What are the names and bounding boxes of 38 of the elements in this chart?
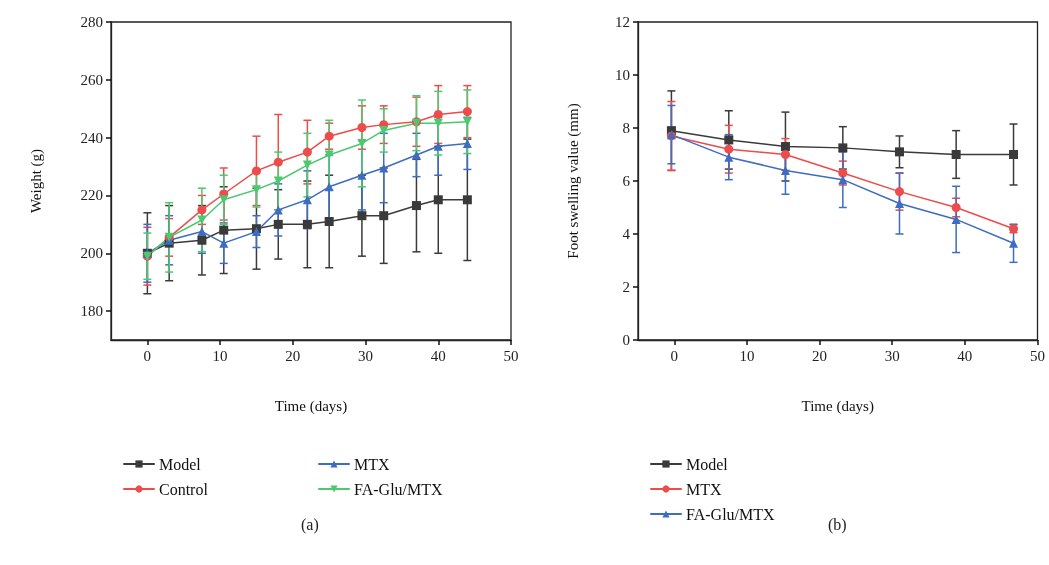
y-tick-label: 2 [622, 279, 630, 295]
y-tick-label: 200 [80, 245, 103, 262]
legend-label: MTX [686, 480, 722, 498]
x-tick-label: 40 [430, 347, 446, 364]
y-tick-label: 8 [622, 120, 630, 136]
y-tick-label: 10 [615, 67, 630, 83]
x-axis-title: Time (days) [801, 397, 874, 415]
y-tick-label: 260 [80, 71, 103, 88]
legend-label: Model [686, 455, 729, 473]
y-tick-label: 0 [622, 332, 630, 348]
y-axis-title: Foot swelling value (mm) [564, 103, 582, 259]
x-tick-label: 30 [358, 347, 374, 364]
y-tick-label: 240 [80, 129, 103, 146]
y-tick-label: 220 [80, 187, 103, 204]
y-tick-label: 4 [622, 226, 631, 242]
x-axis-title: Time (days) [274, 397, 348, 415]
x-tick-label: 10 [212, 347, 228, 364]
x-tick-label: 0 [143, 347, 152, 364]
x-tick-label: 30 [884, 347, 900, 364]
x-tick-label: 50 [503, 347, 519, 364]
legend-label: FA-Glu/MTX [686, 505, 776, 523]
y-tick-label: 6 [622, 173, 631, 189]
legend-label: MTX [354, 455, 390, 473]
legend-label: FA-Glu/MTX [354, 480, 444, 498]
y-tick-label: 12 [615, 14, 630, 30]
x-tick-label: 10 [739, 347, 755, 364]
y-tick-label: 180 [80, 303, 103, 320]
y-axis-title: Weight (g) [27, 148, 45, 214]
text: (b) [828, 515, 847, 534]
legend-label: Control [159, 480, 209, 498]
x-tick-label: 40 [957, 347, 973, 364]
x-tick-label: 50 [1030, 347, 1045, 364]
x-tick-label: 20 [285, 347, 301, 364]
y-tick-label: 280 [80, 14, 103, 30]
x-tick-label: 0 [670, 347, 679, 364]
x-tick-label: 20 [812, 347, 828, 364]
text: (a) [301, 515, 319, 534]
legend-label: Model [159, 455, 202, 473]
